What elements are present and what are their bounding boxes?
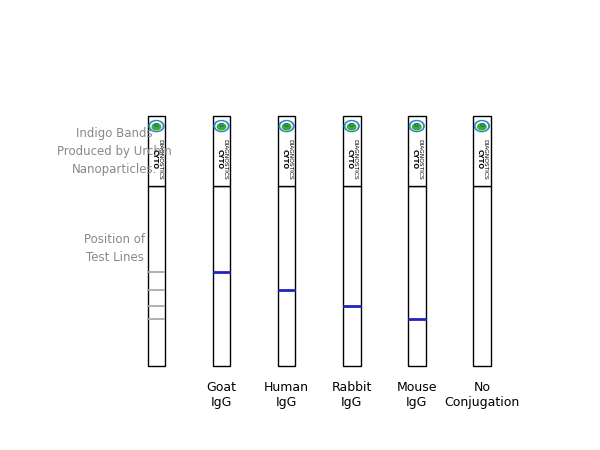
Text: DIAGNOSTICS: DIAGNOSTICS xyxy=(482,139,488,180)
Circle shape xyxy=(283,124,291,130)
Circle shape xyxy=(413,124,421,130)
Circle shape xyxy=(149,121,164,131)
Circle shape xyxy=(409,121,424,131)
Text: No
Conjugation: No Conjugation xyxy=(444,382,520,410)
Circle shape xyxy=(216,122,227,130)
Text: CYTO: CYTO xyxy=(217,149,223,169)
Text: CYTO: CYTO xyxy=(347,149,353,169)
Text: Indigo Bands
Produced by Urchin
Nanoparticles.: Indigo Bands Produced by Urchin Nanopart… xyxy=(57,126,172,176)
Bar xyxy=(212,186,230,366)
Text: DIAGNOSTICS: DIAGNOSTICS xyxy=(418,139,422,180)
Text: DIAGNOSTICS: DIAGNOSTICS xyxy=(222,139,227,180)
Circle shape xyxy=(279,121,294,131)
Circle shape xyxy=(475,121,490,131)
Text: CYTO: CYTO xyxy=(282,149,288,169)
Bar xyxy=(343,117,361,186)
Text: CYTO: CYTO xyxy=(412,149,418,169)
Circle shape xyxy=(346,122,357,130)
Text: CYTO: CYTO xyxy=(152,149,158,169)
Circle shape xyxy=(344,121,359,131)
Text: G: G xyxy=(154,123,159,128)
Text: Human
IgG: Human IgG xyxy=(264,382,309,410)
Text: Goat
IgG: Goat IgG xyxy=(206,382,236,410)
Circle shape xyxy=(152,124,161,130)
Circle shape xyxy=(214,121,229,131)
Bar xyxy=(473,186,491,366)
Bar xyxy=(148,117,165,186)
Bar xyxy=(278,117,295,186)
Text: Position of
Test Lines: Position of Test Lines xyxy=(84,233,145,264)
Circle shape xyxy=(476,122,487,130)
Text: Rabbit
IgG: Rabbit IgG xyxy=(331,382,372,410)
Circle shape xyxy=(347,124,356,130)
Bar xyxy=(408,117,425,186)
Bar xyxy=(473,117,491,186)
Circle shape xyxy=(281,122,292,130)
Circle shape xyxy=(217,124,226,130)
Bar xyxy=(408,186,425,366)
Text: DIAGNOSTICS: DIAGNOSTICS xyxy=(157,139,162,180)
Text: DIAGNOSTICS: DIAGNOSTICS xyxy=(287,139,292,180)
Bar xyxy=(148,186,165,366)
Circle shape xyxy=(151,122,162,130)
Bar xyxy=(212,117,230,186)
Text: Mouse
IgG: Mouse IgG xyxy=(397,382,437,410)
Text: G: G xyxy=(479,123,484,128)
Circle shape xyxy=(411,122,422,130)
Text: DIAGNOSTICS: DIAGNOSTICS xyxy=(352,139,358,180)
Text: G: G xyxy=(219,123,224,128)
Text: G: G xyxy=(414,123,419,128)
Text: G: G xyxy=(284,123,289,128)
Bar xyxy=(343,186,361,366)
Text: CYTO: CYTO xyxy=(477,149,483,169)
Bar xyxy=(278,186,295,366)
Circle shape xyxy=(478,124,486,130)
Text: G: G xyxy=(349,123,354,128)
